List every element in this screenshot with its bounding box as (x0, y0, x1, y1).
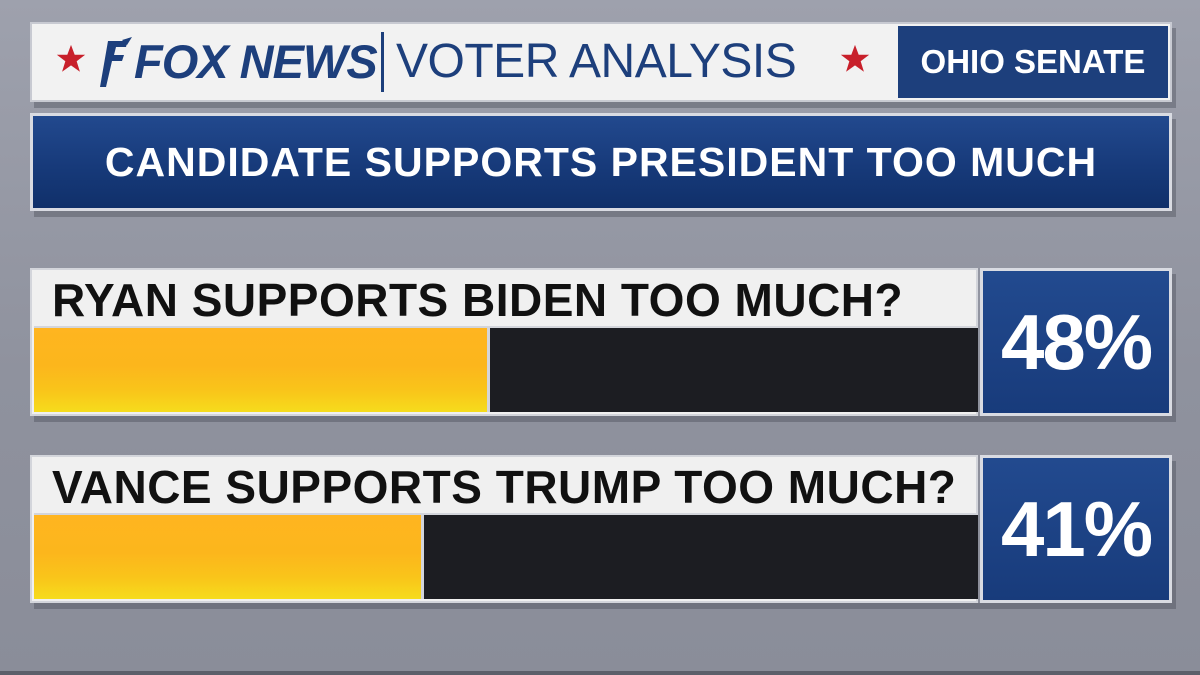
frame-edge (0, 671, 1200, 675)
bar-track (34, 326, 978, 412)
bar-row-main: VANCE SUPPORTS TRUMP TOO MUCH? (30, 455, 978, 603)
bar-row: RYAN SUPPORTS BIDEN TOO MUCH? 48% (30, 268, 1172, 416)
value-label: 48% (980, 268, 1172, 416)
star-icon (56, 44, 86, 72)
brand-area: FOX NEWS VOTER ANALYSIS (32, 24, 894, 100)
value-label: 41% (980, 455, 1172, 603)
category-label: RYAN SUPPORTS BIDEN TOO MUCH? (52, 274, 904, 326)
brand-divider (381, 32, 384, 92)
bar (34, 515, 425, 599)
bar-row: VANCE SUPPORTS TRUMP TOO MUCH? 41% (30, 455, 1172, 603)
brand-name: FOX NEWS (134, 35, 378, 88)
race-badge: OHIO SENATE (898, 26, 1168, 98)
section-name: VOTER ANALYSIS (396, 35, 797, 88)
category-label: VANCE SUPPORTS TRUMP TOO MUCH? (52, 461, 957, 513)
header-banner: FOX NEWS VOTER ANALYSIS OHIO SENATE (30, 22, 1172, 102)
fox-news-logo-icon (100, 37, 132, 87)
chart-title: CANDIDATE SUPPORTS PRESIDENT TOO MUCH (30, 113, 1172, 211)
bar-row-main: RYAN SUPPORTS BIDEN TOO MUCH? (30, 268, 978, 416)
star-icon (840, 44, 870, 72)
bar (34, 328, 491, 412)
bar-track (34, 513, 978, 599)
